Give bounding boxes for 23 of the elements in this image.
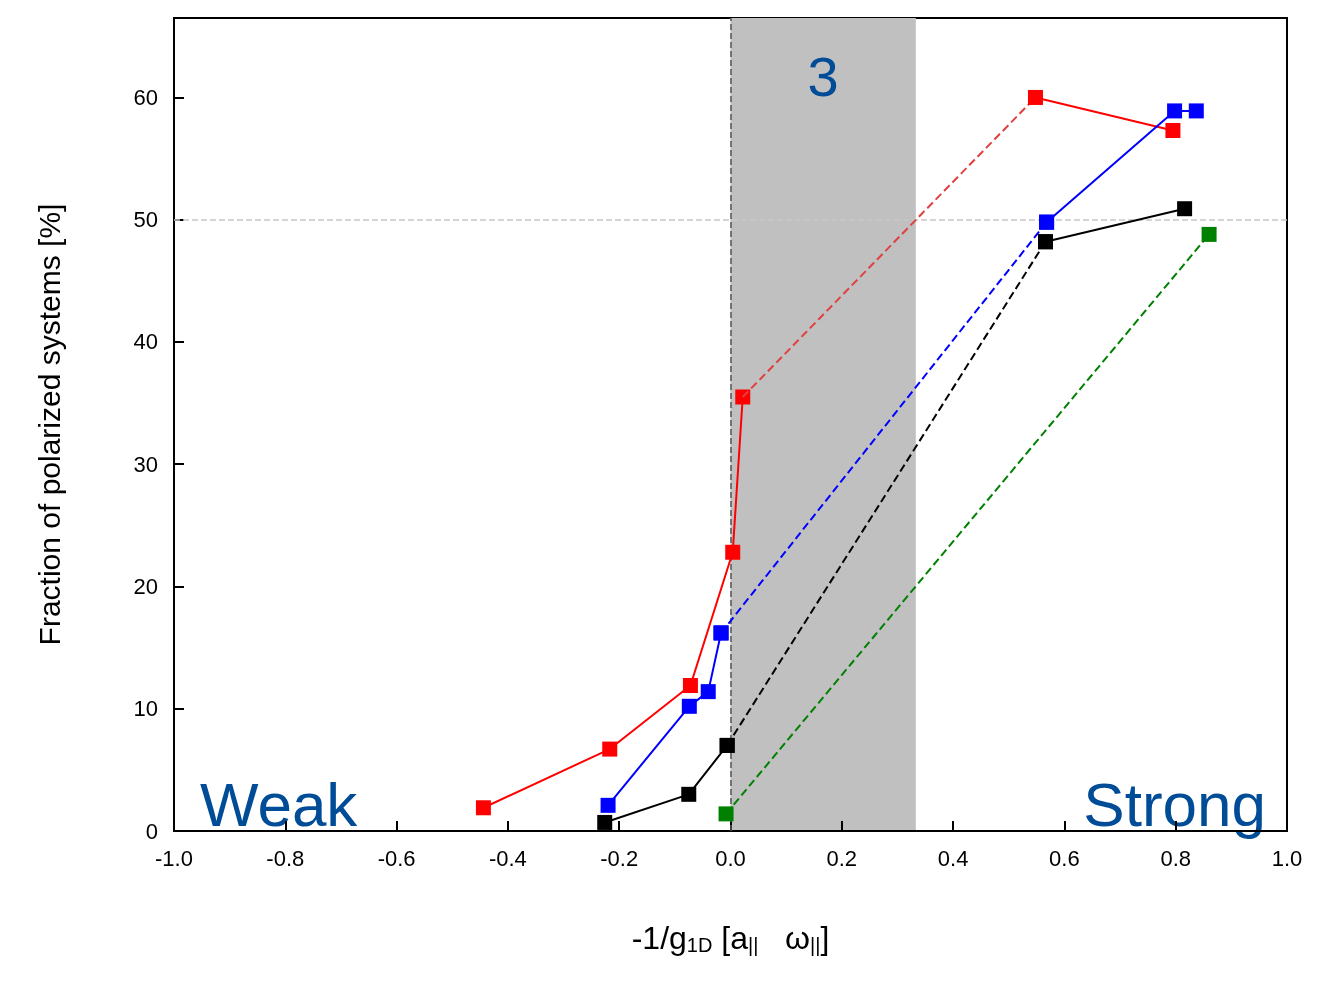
y-tick-label: 0 <box>145 818 158 844</box>
x-tick-label: -1.0 <box>155 845 193 871</box>
x-tick-label: -0.2 <box>600 845 639 871</box>
y-tick-label: 50 <box>133 207 158 233</box>
y-axis-title: Fraction of polarized systems [%] <box>32 203 66 646</box>
x-tick-label: -0.4 <box>488 845 527 871</box>
band-label: 3 <box>807 44 839 108</box>
y-tick-label: 30 <box>133 451 158 477</box>
y-tick-label: 10 <box>133 696 158 722</box>
annotation: Strong <box>1083 769 1266 839</box>
annotation: Weak <box>200 769 359 839</box>
y-tick-label: 40 <box>133 329 158 355</box>
x-tick-label: 0.2 <box>826 845 858 871</box>
y-tick-label: 20 <box>133 573 158 599</box>
x-tick-label: 0.4 <box>937 845 969 871</box>
text: -1/g1D [a|| ω||] <box>631 920 830 956</box>
x-tick-label: -0.6 <box>377 845 416 871</box>
x-tick-label: 0.0 <box>715 845 746 871</box>
x-tick-label: 1.0 <box>1271 845 1303 871</box>
x-tick-label: 0.8 <box>1160 845 1191 871</box>
x-tick-label: -0.8 <box>266 845 305 871</box>
y-tick-label: 60 <box>133 84 158 110</box>
x-tick-label: 0.6 <box>1049 845 1080 871</box>
